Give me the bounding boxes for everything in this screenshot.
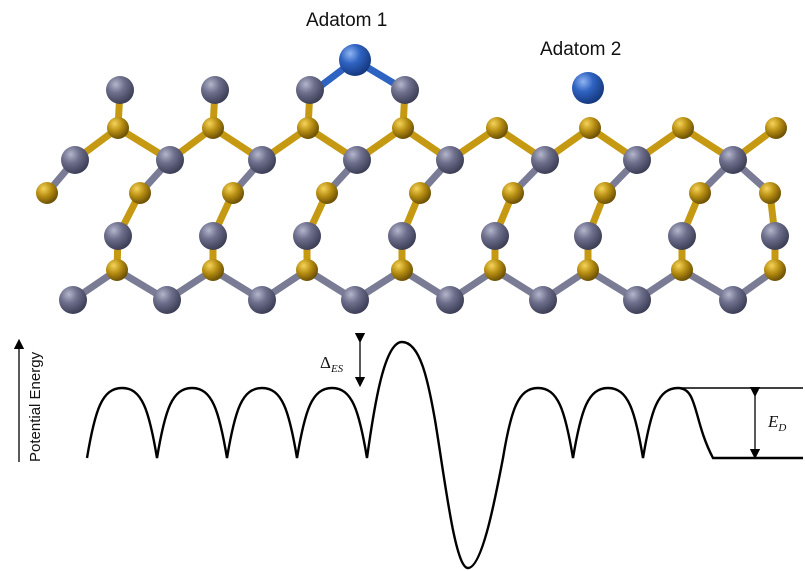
delta-es-label: ΔES: [320, 353, 344, 375]
bridge-atom: [579, 117, 601, 139]
lattice-atom: [343, 146, 371, 174]
lattice-atom: [156, 146, 184, 174]
lattice-atom: [61, 146, 89, 174]
surface-atom: [296, 76, 324, 104]
bridge-atom: [486, 117, 508, 139]
lattice-atoms: [36, 44, 789, 314]
bridge-atom: [689, 182, 711, 204]
lattice-atom: [761, 222, 789, 250]
bridge-atom: [577, 259, 599, 281]
lattice-atom: [199, 222, 227, 250]
bridge-atom: [297, 117, 319, 139]
bridge-atom: [296, 259, 318, 281]
bridge-atom: [764, 259, 786, 281]
lattice-atom: [481, 222, 509, 250]
bridge-atom: [484, 259, 506, 281]
lattice-atom: [623, 146, 651, 174]
lattice-atom: [719, 286, 747, 314]
lattice-atom: [531, 146, 559, 174]
adatom-1-label: Adatom 1: [306, 10, 387, 31]
y-axis-label: Potential Energy: [27, 351, 44, 462]
lattice-atom: [719, 146, 747, 174]
bridge-atom: [36, 182, 58, 204]
adatom-2-label: Adatom 2: [540, 39, 621, 60]
bridge-atom: [106, 259, 128, 281]
lattice-atom: [436, 286, 464, 314]
bridge-atom: [594, 182, 616, 204]
lattice-atom: [529, 286, 557, 314]
adatom-1: [339, 44, 371, 76]
bridge-atom: [107, 117, 129, 139]
lattice-atom: [248, 286, 276, 314]
ed-label: ED: [767, 412, 786, 434]
surface-atom: [106, 76, 134, 104]
bridge-atom: [202, 117, 224, 139]
bridge-atom: [202, 259, 224, 281]
bridge-atom: [765, 117, 787, 139]
lattice-atom: [293, 222, 321, 250]
bridge-atom: [502, 182, 524, 204]
bridge-atom: [391, 259, 413, 281]
lattice-atom: [248, 146, 276, 174]
bridge-atom: [672, 117, 694, 139]
bridge-atom: [129, 182, 151, 204]
bridge-atom: [409, 182, 431, 204]
bridge-atom: [222, 182, 244, 204]
lattice-atom: [388, 222, 416, 250]
potential-energy-curve: [85, 340, 803, 570]
lattice-atom: [341, 286, 369, 314]
surface-atom: [391, 76, 419, 104]
lattice-atom: [59, 286, 87, 314]
lattice-atom: [574, 222, 602, 250]
lattice-atom: [623, 286, 651, 314]
lattice-atom: [436, 146, 464, 174]
bridge-atom: [671, 259, 693, 281]
bridge-atom: [392, 117, 414, 139]
lattice-atom: [153, 286, 181, 314]
lattice-atom: [104, 222, 132, 250]
lattice-atom: [668, 222, 696, 250]
adatom-2: [572, 72, 604, 104]
bridge-atom: [759, 182, 781, 204]
surface-atom: [201, 76, 229, 104]
bridge-atom: [316, 182, 338, 204]
